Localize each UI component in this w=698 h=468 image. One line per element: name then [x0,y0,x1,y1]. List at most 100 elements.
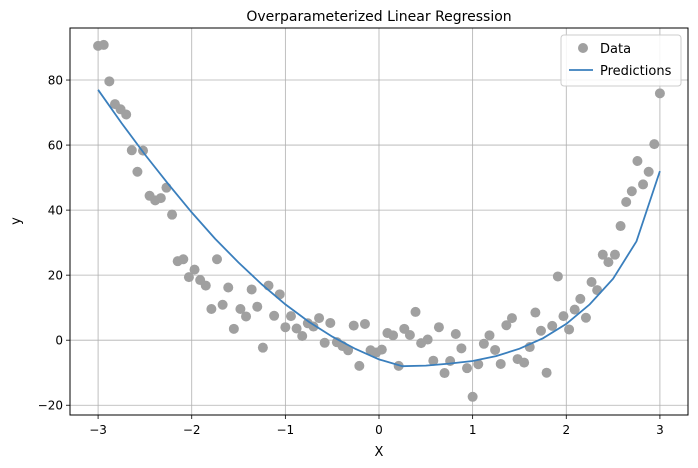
data-point [638,179,649,190]
data-point [569,304,580,315]
data-point [632,156,643,167]
data-point [206,303,217,314]
data-point [246,284,257,295]
data-point [467,391,478,402]
legend-box [560,34,682,87]
data-point [519,357,530,368]
legend-data-label: Data [600,42,631,57]
data-point [280,322,291,333]
data-point [433,322,444,333]
data-point [473,359,484,370]
data-point [530,307,541,318]
data-point [643,166,654,177]
data-point [155,193,166,204]
data-point [241,311,252,322]
data-point [217,299,228,310]
data-point [285,311,296,322]
data-point [252,301,263,312]
data-point [404,329,415,340]
data-point [348,320,359,331]
x-tick-label: 2 [562,423,570,437]
data-point [161,182,172,193]
x-axis-ticks: −3 −2 −1 0 1 2 3 [89,415,664,437]
data-point [501,320,512,331]
x-tick-label: −3 [89,423,107,437]
y-tick-label: 0 [55,334,63,348]
x-tick-label: 1 [469,423,477,437]
data-point [235,303,246,314]
data-point [269,310,280,321]
data-point [183,272,194,283]
data-point [167,209,178,220]
data-point [626,186,637,197]
data-point [422,334,433,345]
data-point [564,324,575,335]
data-point [200,280,211,291]
data-point [535,325,546,336]
data-point [132,166,143,177]
data-point [586,276,597,287]
data-point [484,330,495,341]
data-point [410,306,421,317]
y-axis-ticks: −20 0 20 40 60 80 [38,74,70,413]
data-point [615,221,626,232]
data-point [98,39,109,50]
chart-title: Overparameterized Linear Regression [246,9,511,25]
data-point [325,317,336,328]
data-point [319,337,330,348]
data-point [178,254,189,265]
data-point [189,264,200,275]
data-point [223,282,234,293]
data-point [291,323,302,334]
x-tick-label: 3 [656,423,664,437]
data-point [597,249,608,260]
data-point [462,363,473,374]
data-point [228,323,239,334]
y-tick-label: 80 [48,74,63,88]
data-point [388,330,399,341]
data-point [428,355,439,366]
data-point [649,139,660,150]
data-point [126,145,137,156]
data-point [495,358,506,369]
data-point [456,343,467,354]
data-point [104,76,115,87]
data-point [376,344,387,355]
y-tick-label: 20 [48,269,63,283]
data-point [450,329,461,340]
data-point [654,88,665,99]
legend-predictions-label: Predictions [600,64,672,79]
x-tick-label: −2 [183,423,201,437]
data-point [439,368,450,379]
data-point [609,249,620,260]
data-point [359,318,370,329]
data-point [121,109,132,120]
y-axis-label: y [9,217,24,225]
data-point [552,271,563,282]
data-point [580,312,591,323]
data-point [547,320,558,331]
y-tick-label: 40 [48,204,63,218]
predictions-line [97,89,661,368]
y-tick-label: 60 [48,139,63,153]
data-point [297,330,308,341]
prediction-line-layer [97,89,661,368]
data-point [274,289,285,300]
data-point [314,313,325,324]
data-point [343,345,354,356]
legend: Data Predictions [560,34,682,87]
data-points [93,39,665,402]
data-point [541,367,552,378]
data-point [603,257,614,268]
data-point [478,338,489,349]
legend-data-marker [578,43,588,53]
y-tick-label: −20 [38,399,63,413]
data-point [558,311,569,322]
x-axis-label: X [375,445,384,460]
data-point [490,344,501,355]
data-point [575,293,586,304]
data-point [354,360,365,371]
x-tick-label: −1 [277,423,295,437]
x-tick-label: 0 [375,423,383,437]
